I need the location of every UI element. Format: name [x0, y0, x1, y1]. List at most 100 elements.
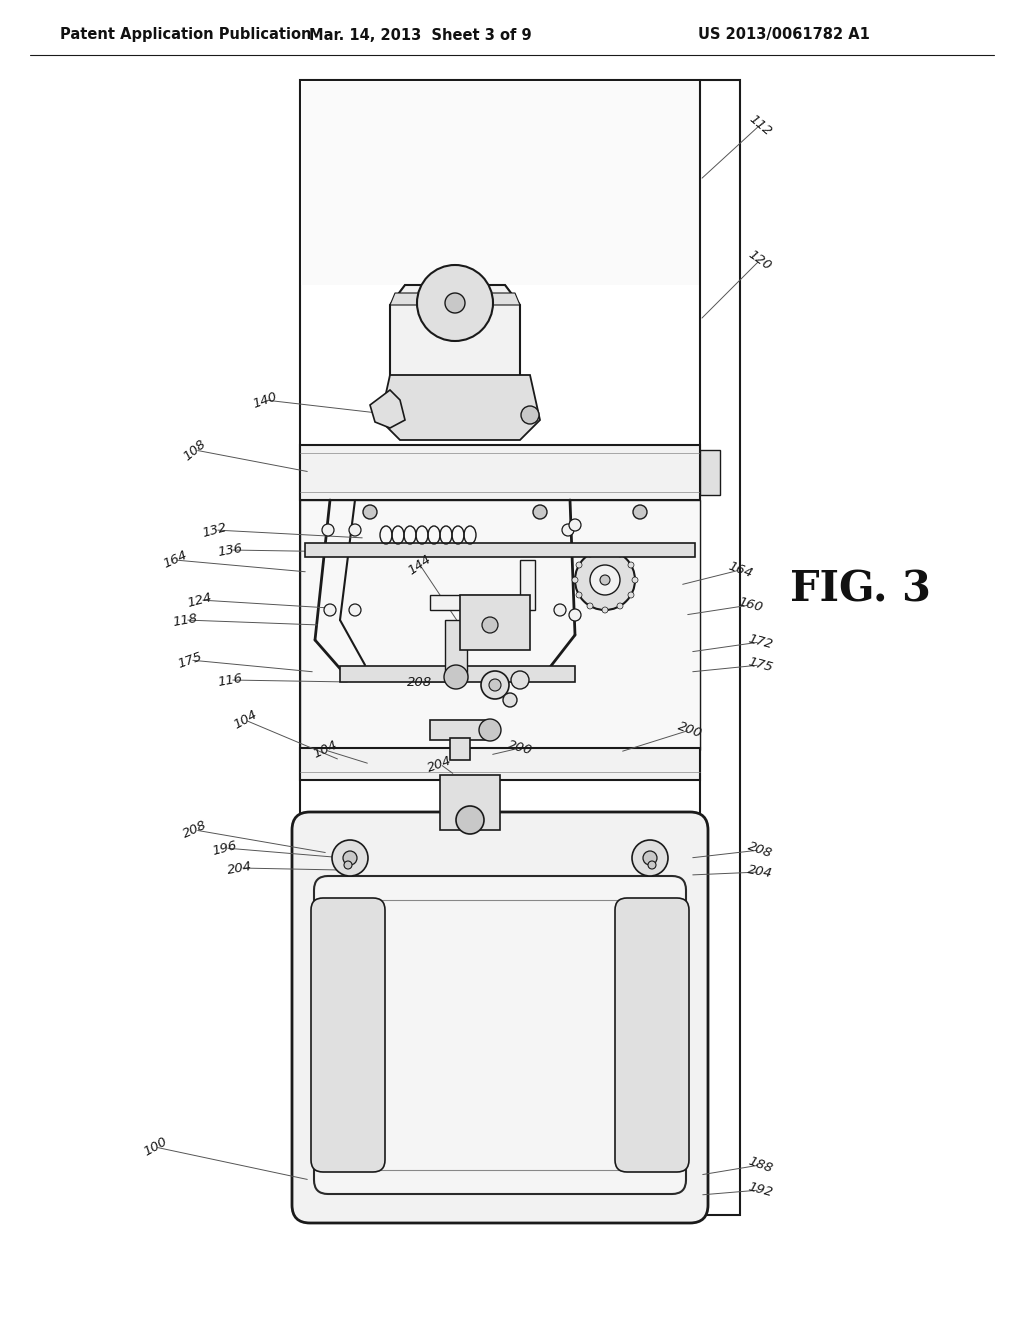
Circle shape — [600, 576, 610, 585]
Text: 196: 196 — [211, 838, 239, 858]
Polygon shape — [370, 389, 406, 428]
Text: 172: 172 — [746, 632, 774, 652]
Bar — [300, 500, 700, 750]
Bar — [450, 738, 470, 760]
Circle shape — [648, 861, 656, 869]
Bar — [338, 900, 662, 1170]
Polygon shape — [430, 560, 535, 610]
Circle shape — [562, 524, 574, 536]
Circle shape — [602, 546, 608, 553]
Text: 175: 175 — [746, 656, 774, 675]
FancyBboxPatch shape — [615, 898, 689, 1172]
Bar — [305, 543, 695, 557]
Text: 140: 140 — [251, 389, 279, 411]
Circle shape — [590, 565, 620, 595]
Text: 208: 208 — [408, 676, 432, 689]
Bar — [445, 620, 467, 680]
Circle shape — [482, 616, 498, 634]
Circle shape — [362, 506, 377, 519]
Text: 208: 208 — [745, 840, 774, 861]
Text: 188: 188 — [745, 1155, 774, 1175]
Text: 104: 104 — [311, 739, 339, 762]
Circle shape — [617, 550, 623, 557]
Circle shape — [503, 693, 517, 708]
Text: 204: 204 — [746, 863, 773, 880]
Circle shape — [587, 550, 593, 557]
Circle shape — [521, 407, 539, 424]
Text: 144: 144 — [406, 553, 434, 578]
Circle shape — [344, 861, 352, 869]
Text: 116: 116 — [216, 672, 244, 689]
Text: 208: 208 — [181, 818, 209, 841]
Text: 104: 104 — [230, 708, 259, 731]
Circle shape — [569, 519, 581, 531]
Text: 175: 175 — [176, 649, 204, 671]
Text: 204: 204 — [426, 754, 454, 775]
Circle shape — [632, 577, 638, 583]
Text: 204: 204 — [226, 859, 254, 876]
Text: 200: 200 — [676, 719, 705, 741]
Circle shape — [343, 851, 357, 865]
Text: Mar. 14, 2013  Sheet 3 of 9: Mar. 14, 2013 Sheet 3 of 9 — [308, 28, 531, 42]
Circle shape — [617, 603, 623, 609]
Text: 100: 100 — [141, 1135, 169, 1159]
Polygon shape — [390, 293, 520, 305]
Circle shape — [554, 605, 566, 616]
Text: 124: 124 — [186, 590, 214, 610]
Circle shape — [324, 605, 336, 616]
Circle shape — [444, 665, 468, 689]
Bar — [430, 719, 490, 741]
Circle shape — [632, 840, 668, 876]
Circle shape — [417, 265, 493, 341]
Text: 120: 120 — [745, 247, 774, 272]
Circle shape — [349, 605, 361, 616]
Bar — [460, 595, 530, 649]
Bar — [300, 445, 700, 500]
Bar — [700, 450, 720, 495]
Text: 164: 164 — [726, 560, 754, 581]
Text: 192: 192 — [746, 1180, 774, 1200]
Circle shape — [643, 851, 657, 865]
Circle shape — [456, 807, 484, 834]
Circle shape — [628, 562, 634, 568]
FancyBboxPatch shape — [314, 876, 686, 1195]
Text: 200: 200 — [506, 738, 534, 758]
Circle shape — [602, 607, 608, 612]
Text: 132: 132 — [201, 520, 228, 540]
Bar — [300, 748, 700, 780]
Circle shape — [633, 506, 647, 519]
Circle shape — [572, 577, 578, 583]
Bar — [340, 667, 575, 682]
Circle shape — [628, 591, 634, 598]
Text: 112: 112 — [746, 112, 774, 139]
Text: US 2013/0061782 A1: US 2013/0061782 A1 — [698, 28, 870, 42]
Circle shape — [489, 678, 501, 690]
Circle shape — [479, 719, 501, 741]
Bar — [301, 81, 699, 285]
Circle shape — [322, 524, 334, 536]
Text: 160: 160 — [736, 595, 764, 615]
Circle shape — [577, 591, 582, 598]
Bar — [300, 81, 740, 1214]
Text: 136: 136 — [216, 541, 244, 558]
Text: 164: 164 — [161, 549, 189, 572]
Polygon shape — [390, 285, 520, 380]
Circle shape — [577, 562, 582, 568]
FancyBboxPatch shape — [311, 898, 385, 1172]
Text: 108: 108 — [181, 437, 209, 463]
Circle shape — [587, 603, 593, 609]
Circle shape — [481, 671, 509, 700]
Circle shape — [569, 609, 581, 620]
Text: FIG. 3: FIG. 3 — [790, 569, 931, 611]
Bar — [440, 775, 500, 830]
Text: Patent Application Publication: Patent Application Publication — [60, 28, 311, 42]
Circle shape — [511, 671, 529, 689]
Circle shape — [575, 550, 635, 610]
Circle shape — [445, 293, 465, 313]
Text: 118: 118 — [171, 611, 199, 628]
Circle shape — [534, 506, 547, 519]
Circle shape — [349, 524, 361, 536]
FancyBboxPatch shape — [292, 812, 708, 1224]
Circle shape — [332, 840, 368, 876]
Polygon shape — [380, 375, 540, 440]
